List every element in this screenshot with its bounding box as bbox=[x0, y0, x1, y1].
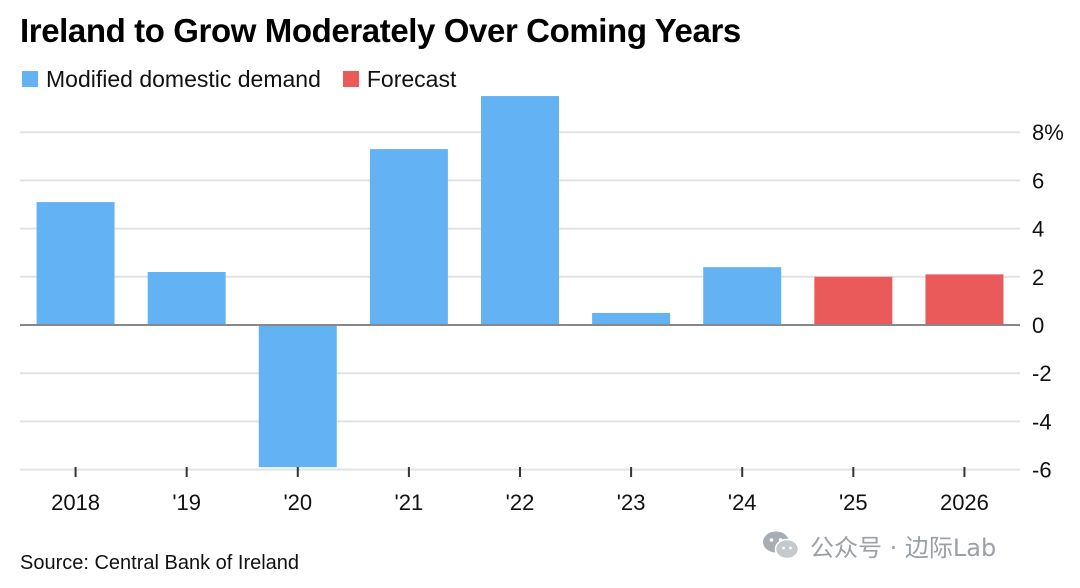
x-tick-label: '21 bbox=[395, 490, 424, 515]
x-tick-label: '25 bbox=[839, 490, 868, 515]
y-tick-label: 6 bbox=[1032, 168, 1044, 193]
x-tick-label: '24 bbox=[728, 490, 757, 515]
y-tick-label: 0 bbox=[1032, 313, 1044, 338]
bar bbox=[481, 96, 559, 325]
bar bbox=[147, 271, 226, 325]
y-tick-label: 2 bbox=[1032, 265, 1044, 290]
bar bbox=[814, 276, 893, 325]
y-tick-label: 4 bbox=[1032, 217, 1044, 242]
legend: Modified domestic demand Forecast bbox=[22, 64, 478, 94]
watermark: 公众号 · 边际Lab bbox=[762, 530, 997, 562]
legend-item-forecast: Forecast bbox=[342, 65, 457, 93]
bar bbox=[36, 202, 115, 325]
wechat-icon bbox=[763, 531, 800, 560]
legend-swatch-forecast bbox=[342, 71, 359, 87]
x-tick-label: '20 bbox=[283, 490, 312, 515]
legend-item-actual: Modified domestic demand bbox=[22, 66, 321, 93]
source-note: Source: Central Bank of Ireland bbox=[20, 552, 300, 574]
x-tick-label: '22 bbox=[506, 490, 535, 515]
y-tick-label: 8% bbox=[1032, 120, 1064, 145]
legend-label-actual: Modified domestic demand bbox=[46, 65, 321, 92]
bar bbox=[258, 325, 337, 468]
watermark-text: 公众号 · 边际Lab bbox=[810, 533, 997, 562]
x-tick-label: 2018 bbox=[51, 490, 100, 515]
bar bbox=[369, 149, 448, 325]
x-tick-label: '19 bbox=[172, 490, 201, 515]
bar bbox=[703, 267, 782, 325]
x-tick-label: '23 bbox=[617, 490, 646, 515]
y-tick-label: -4 bbox=[1032, 409, 1052, 434]
legend-label-forecast: Forecast bbox=[366, 65, 457, 92]
legend-swatch-actual bbox=[22, 71, 38, 87]
y-tick-label: -2 bbox=[1032, 361, 1052, 386]
bar bbox=[925, 274, 1004, 325]
chart-title: Ireland to Grow Moderately Over Coming Y… bbox=[20, 12, 741, 49]
x-tick-label: 2026 bbox=[940, 490, 989, 515]
y-tick-label: -6 bbox=[1032, 458, 1052, 483]
bar bbox=[592, 312, 671, 325]
